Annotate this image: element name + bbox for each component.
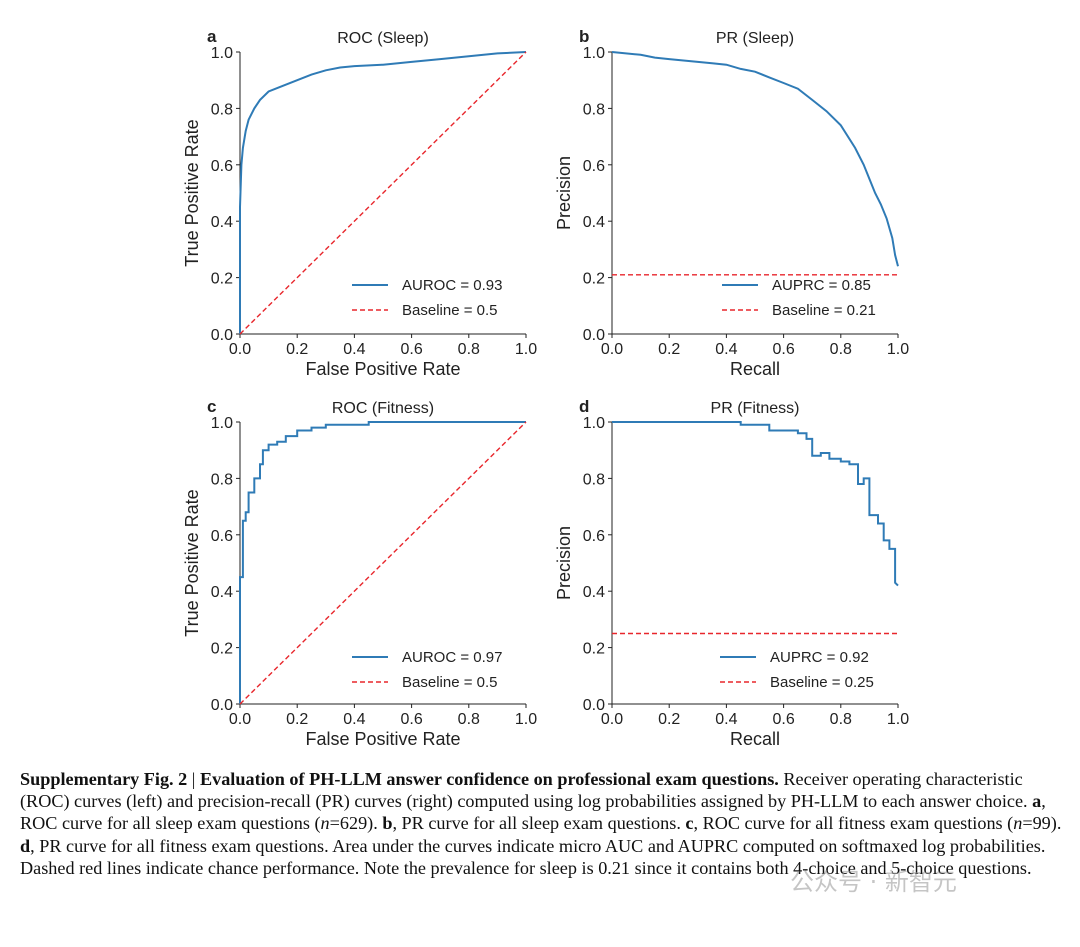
y-tick-label: 0.4	[211, 584, 233, 601]
y-tick-label: 0.0	[211, 697, 233, 714]
legend-label: Baseline = 0.21	[772, 302, 876, 319]
figure-caption: Supplementary Fig. 2 | Evaluation of PH-…	[20, 768, 1072, 879]
x-tick-label: 1.0	[515, 711, 537, 728]
legend-label: Baseline = 0.5	[402, 674, 498, 691]
x-tick-label: 0.2	[286, 711, 308, 728]
caption-text-7: , PR curve for all fitness exam question…	[20, 835, 1046, 878]
caption-fig-label: Supplementary Fig. 2	[20, 769, 188, 789]
x-tick-label: 1.0	[887, 711, 909, 728]
x-tick-label: 0.4	[343, 711, 365, 728]
legend-label: Baseline = 0.25	[770, 674, 874, 691]
caption-text-4: , PR curve for all sleep exam questions.	[392, 813, 686, 834]
x-axis-label: False Positive Rate	[305, 729, 460, 749]
y-tick-label: 0.8	[583, 471, 605, 488]
y-axis-label: True Positive Rate	[182, 489, 202, 636]
x-tick-label: 0.6	[400, 341, 422, 358]
y-tick-label: 0.0	[211, 327, 233, 344]
y-tick-label: 0.2	[211, 641, 233, 658]
x-tick-label: 1.0	[887, 341, 909, 358]
caption-text-3: =629).	[329, 813, 383, 834]
x-axis-label: False Positive Rate	[305, 359, 460, 379]
panel-title: PR (Sleep)	[716, 30, 794, 47]
x-tick-label: 0.4	[715, 341, 737, 358]
panel-letter: b	[579, 27, 589, 46]
y-tick-label: 0.8	[583, 101, 605, 118]
caption-separator: |	[187, 769, 200, 789]
y-axis-label: True Positive Rate	[182, 119, 202, 266]
caption-panel-c: c	[685, 813, 694, 834]
watermark: 公众号 · 新智元	[790, 868, 957, 896]
y-tick-label: 1.0	[211, 415, 233, 432]
panel-letter: c	[207, 397, 216, 416]
y-tick-label: 0.6	[583, 158, 605, 175]
y-tick-label: 1.0	[211, 45, 233, 62]
x-tick-label: 0.0	[601, 341, 623, 358]
caption-text-6: =99).	[1022, 813, 1062, 834]
y-tick-label: 1.0	[583, 415, 605, 432]
x-tick-label: 0.6	[772, 341, 794, 358]
legend-label: AUPRC = 0.85	[772, 277, 871, 294]
caption-n-variable: n	[1013, 813, 1023, 834]
curve-line	[611, 51, 899, 267]
y-tick-label: 0.8	[211, 101, 233, 118]
y-tick-label: 0.2	[211, 271, 233, 288]
x-tick-label: 0.8	[458, 341, 480, 358]
x-tick-label: 0.8	[830, 341, 852, 358]
caption-panel-a: a	[1032, 791, 1042, 812]
x-tick-label: 0.0	[229, 711, 251, 728]
x-tick-label: 0.6	[772, 711, 794, 728]
x-tick-label: 0.2	[286, 341, 308, 358]
y-axis-label: Precision	[554, 526, 574, 600]
baseline-line	[239, 51, 527, 335]
y-tick-label: 0.6	[211, 528, 233, 545]
baseline-line	[239, 421, 527, 705]
caption-n-variable: n	[320, 813, 330, 834]
panel-letter: d	[579, 397, 589, 416]
y-tick-label: 0.2	[583, 271, 605, 288]
x-tick-label: 0.0	[229, 341, 251, 358]
curve-line	[612, 421, 899, 587]
caption-panel-d: d	[20, 835, 31, 856]
y-tick-label: 0.6	[583, 528, 605, 545]
caption-text-2: , ROC curve for all sleep exam questions…	[20, 791, 1046, 834]
legend-label: AUPRC = 0.92	[770, 649, 869, 666]
legend-label: AUROC = 0.97	[402, 649, 502, 666]
figure-panels: 0.0 0.2 0.4 0.6 0.8 1.0 0.0 0.2 0.4 0.6 0.8 1.0 ROC …	[182, 27, 909, 749]
caption-text-1: Receiver operating characteristic (ROC) …	[20, 769, 1033, 812]
y-tick-label: 0.2	[583, 641, 605, 658]
x-axis-label: Recall	[730, 359, 780, 379]
x-tick-label: 0.4	[715, 711, 737, 728]
y-tick-label: 0.0	[583, 697, 605, 714]
x-tick-label: 0.8	[458, 711, 480, 728]
caption-panel-b: b	[382, 813, 393, 834]
y-tick-label: 0.6	[211, 158, 233, 175]
curve-line	[239, 51, 527, 334]
x-tick-label: 0.4	[343, 341, 365, 358]
y-tick-label: 0.4	[583, 584, 605, 601]
legend-label: Baseline = 0.5	[402, 302, 498, 319]
x-tick-label: 0.8	[830, 711, 852, 728]
panel-title: ROC (Sleep)	[337, 30, 429, 47]
x-tick-label: 1.0	[515, 341, 537, 358]
legend-label: AUROC = 0.93	[402, 277, 502, 294]
y-axis-label: Precision	[554, 156, 574, 230]
panel-title: PR (Fitness)	[711, 400, 800, 417]
x-axis-label: Recall	[730, 729, 780, 749]
x-tick-label: 0.6	[400, 711, 422, 728]
x-tick-label: 0.0	[601, 711, 623, 728]
y-tick-label: 0.8	[211, 471, 233, 488]
y-tick-label: 1.0	[583, 45, 605, 62]
curve-line	[239, 421, 526, 704]
caption-fig-title: Evaluation of PH-LLM answer confidence o…	[199, 769, 779, 789]
x-tick-label: 0.2	[658, 711, 680, 728]
y-tick-label: 0.0	[583, 327, 605, 344]
panel-title: ROC (Fitness)	[332, 400, 434, 417]
panel-letter: a	[207, 27, 217, 46]
y-tick-label: 0.4	[211, 214, 233, 231]
y-tick-label: 0.4	[583, 214, 605, 231]
caption-text-5: , ROC curve for all fitness exam questio…	[693, 813, 1014, 834]
x-tick-label: 0.2	[658, 341, 680, 358]
